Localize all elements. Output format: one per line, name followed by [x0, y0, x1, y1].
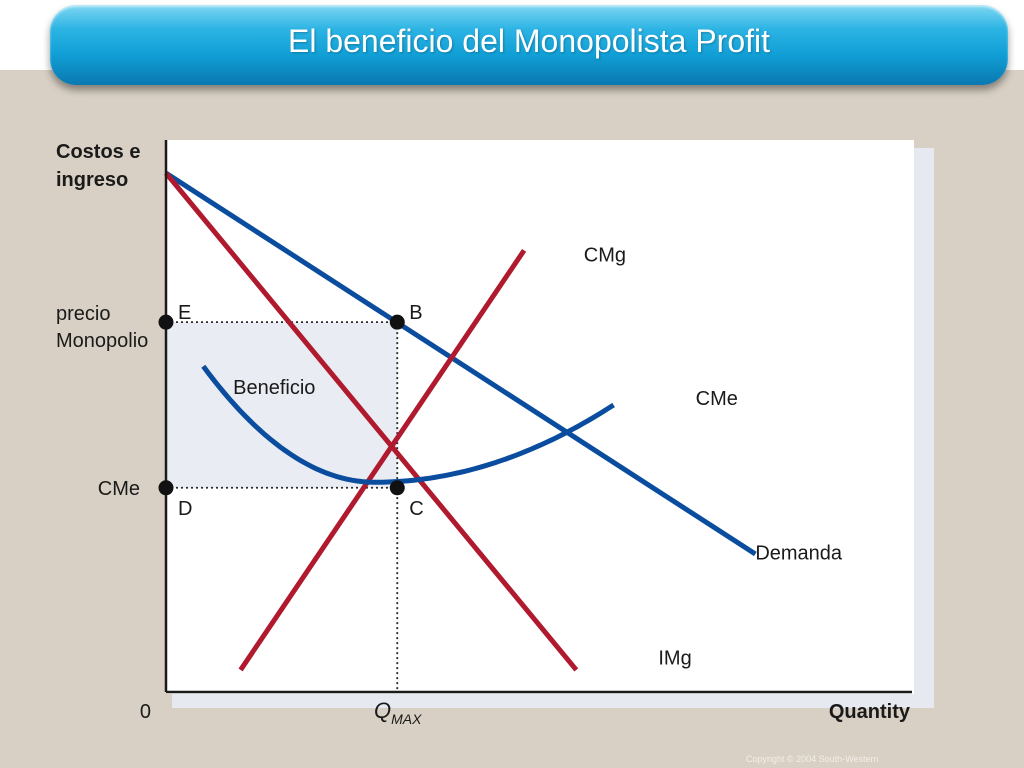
point-d-marker — [158, 480, 174, 496]
profit-area-label: Beneficio — [233, 377, 315, 399]
y-marker-cme: CMe — [98, 478, 140, 500]
point-b-marker — [389, 314, 405, 330]
cmg-curve-label: CMg — [584, 244, 626, 266]
y-marker-precio-monopolio: precio Monopolio — [56, 303, 148, 352]
point-c-label: C — [409, 498, 423, 520]
origin-label: 0 — [140, 701, 151, 723]
img-curve-label: IMg — [658, 647, 691, 669]
point-c-marker — [389, 480, 405, 496]
demanda-curve — [164, 171, 757, 557]
point-d-label: D — [178, 498, 192, 520]
cme-curve — [201, 364, 615, 485]
y-axis-label: Costos e ingreso — [56, 141, 140, 191]
cmg-curve — [238, 249, 527, 672]
title-bar — [50, 5, 1008, 85]
copyright-notice: Copyright © 2004 South-Western — [746, 754, 879, 764]
cme-curve-label: CMe — [696, 388, 738, 410]
point-b-label: B — [409, 302, 422, 324]
qmax-label: QMAX — [374, 698, 422, 727]
x-axis-label: Quantity — [829, 701, 911, 723]
demanda-curve-label: Demanda — [755, 543, 843, 565]
point-e-label: E — [178, 302, 191, 324]
slide-title: El beneficio del Monopolista Profit — [287, 23, 771, 59]
img-curve — [164, 171, 579, 672]
point-e-marker — [158, 314, 174, 330]
profit-area — [166, 322, 398, 488]
